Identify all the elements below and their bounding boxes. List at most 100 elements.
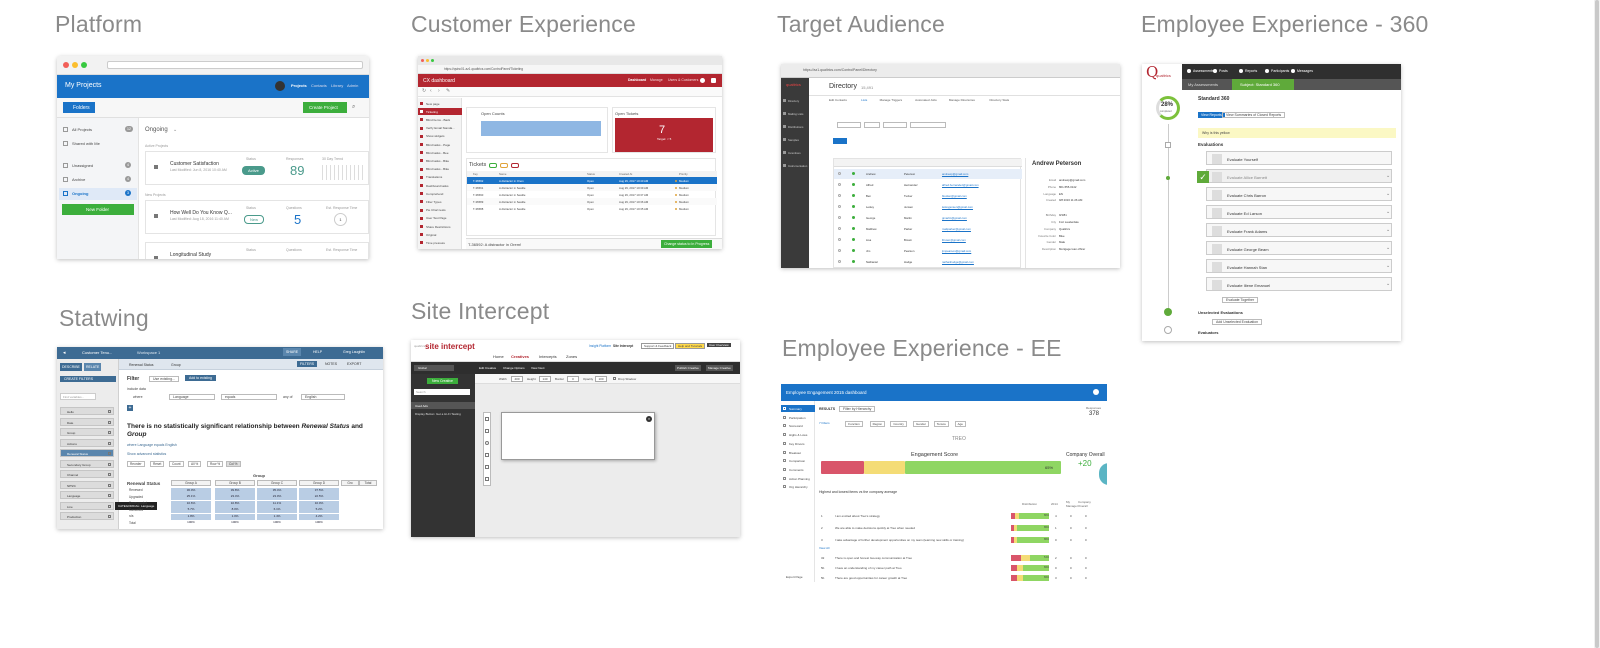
ee-dashboard-screenshot[interactable]: Employee Engagement 2015 dashboard Expor… (781, 384, 1107, 582)
table-cell[interactable]: lesleyjensen@gmail.com (942, 205, 973, 209)
size-input[interactable]: 100 (595, 376, 607, 382)
table-cell[interactable]: gmartin@gmail.com (942, 216, 967, 220)
nav-contacts[interactable]: Contacts (311, 83, 327, 88)
table-row[interactable]: Andrew Peterson andrewp@gmail.com (834, 169, 1022, 179)
table-row[interactable]: T-36590 A distractor in Seattle Open Aug 29… (467, 191, 717, 198)
sidebar-item[interactable]: Samples (781, 135, 809, 145)
table-action-button[interactable]: Count (169, 461, 184, 467)
table-row[interactable]: Lesley Jensen lesleyjensen@gmail.com (834, 202, 1022, 212)
column-header[interactable]: Total (359, 480, 377, 486)
menu-icon[interactable] (108, 515, 111, 518)
sidebar-item-archive[interactable]: Archive 4 (63, 175, 135, 185)
sidebar-item[interactable]: Comparison (781, 457, 815, 464)
tab[interactable]: Automated Jobs (915, 98, 937, 102)
filter-dropdown[interactable]: Function (845, 421, 863, 427)
page-scrollbar[interactable] (1594, 0, 1600, 648)
nav-item[interactable]: Assessments (1193, 69, 1214, 73)
sidebar-item-shared[interactable]: Shared with Me (63, 139, 135, 149)
variable-item[interactable]: NPS% (60, 480, 114, 489)
sidebar-item[interactable]: Action Planning (781, 475, 815, 482)
menu-icon[interactable] (108, 483, 111, 487)
avatar[interactable] (275, 81, 285, 91)
dropdown-icon[interactable]: ⌄ (1386, 227, 1391, 233)
menu-icon[interactable] (108, 410, 111, 413)
filter-chip[interactable] (500, 163, 508, 168)
filter-chip[interactable] (511, 163, 519, 168)
evaluation-item[interactable]: Evaluate Yourself (1206, 151, 1392, 165)
field-select[interactable]: Language (169, 394, 215, 400)
refresh-icon[interactable]: ↻ (422, 88, 427, 94)
evaluation-item[interactable]: Evaluate Frank Adams ⌄ (1206, 223, 1392, 237)
evaluation-item[interactable]: Evaluate George Beam ⌄ (1206, 241, 1392, 255)
create-filters-button[interactable]: CREATE FILTERS (60, 376, 116, 382)
card-title[interactable]: Platform (55, 11, 143, 37)
search-icon[interactable]: ⌕ (352, 104, 356, 110)
export-button[interactable]: EXPORT (347, 362, 362, 366)
list-item[interactable]: Customer Satisfaction Last Modified: Jun… (145, 151, 369, 185)
nav-item[interactable]: Posts (1219, 69, 1228, 73)
dropdown-icon[interactable]: ⌄ (1386, 173, 1391, 179)
table-row[interactable]: 32 There is open and honest two-way commu… (815, 555, 1107, 563)
user-menu[interactable]: Greg Laughlin (343, 350, 365, 354)
card-title[interactable]: Site Intercept (411, 298, 550, 324)
chevron-down-icon[interactable]: ⌄ (173, 127, 178, 133)
change-status-button[interactable]: Change status to In Progress (661, 240, 713, 248)
nav-creatives[interactable]: Creatives (511, 354, 530, 359)
table-row[interactable]: Nathaniel Hodge nathanhodge@gmail.com (834, 257, 1022, 267)
sidebar-item[interactable]: Scorecard (781, 422, 815, 429)
help-button[interactable]: HELP (313, 350, 323, 354)
table-row[interactable]: Alfred Hernandez alfred.hernandez@gmail.co… (834, 180, 1022, 190)
checkbox[interactable] (838, 194, 841, 197)
nav-library[interactable]: Library (331, 83, 344, 88)
image-tool-icon[interactable] (485, 453, 489, 457)
sidebar-item[interactable]: Filter Types (418, 198, 462, 205)
table-row[interactable]: T-36592 A distractor in Orem Open Aug 29, 2… (467, 177, 717, 184)
checkbox[interactable] (838, 238, 841, 241)
table-cell[interactable]: nathanhodge@gmail.com (942, 260, 974, 264)
sidebar-item[interactable]: Show widgets (418, 133, 462, 140)
back-icon[interactable]: ‹ (430, 88, 432, 94)
export-page-link[interactable]: Export Page (786, 575, 803, 579)
filter-chip[interactable] (489, 163, 497, 168)
filters-button[interactable]: FILTERS (297, 361, 318, 367)
column-header[interactable]: Created At (619, 172, 633, 176)
checkbox[interactable] (838, 260, 841, 263)
table-row[interactable]: 3 I take advantage of further development… (815, 537, 1107, 545)
nav-users[interactable]: Users & Customers (668, 78, 699, 82)
address-bar[interactable] (107, 61, 363, 69)
column-header[interactable]: Priority (679, 172, 688, 176)
table-row[interactable]: George Martin gmartin@gmail.com (834, 213, 1022, 223)
dropdown-icon[interactable]: ⌄ (1386, 191, 1391, 197)
checkbox[interactable] (838, 205, 841, 208)
variable-item[interactable]: Channel (60, 470, 114, 478)
nav-home[interactable]: Home (493, 354, 504, 359)
sidebar-item[interactable]: Share Restrictions (418, 223, 462, 230)
sidebar-item[interactable]: Translations (418, 174, 462, 181)
forward-icon[interactable]: › (438, 88, 440, 94)
change-options-tab[interactable]: Change Options (503, 366, 525, 370)
edit-icon[interactable]: ✎ (446, 88, 451, 94)
view-next-tab[interactable]: View Next (531, 366, 545, 370)
sidebar-item[interactable]: Incentives (781, 148, 809, 158)
platform-screenshot[interactable]: My Projects Projects Contacts Library Ad… (57, 56, 369, 259)
sidebar-item[interactable]: Dashboard tasks (418, 182, 462, 189)
sidebar-item[interactable]: Pie Chart tests (418, 207, 462, 214)
column-header[interactable]: Group C (257, 480, 297, 486)
tab[interactable]: Lists (861, 98, 868, 102)
tab[interactable]: Edit Contacts (829, 98, 847, 102)
sidebar-item-all-projects[interactable]: All Projects 12 (63, 125, 135, 135)
create-project-button[interactable]: Create Project (303, 102, 347, 113)
cx-screenshot[interactable]: https://qsinc01.az1.qualtrics.com/Contro… (418, 56, 722, 249)
column-header[interactable]: Status (587, 172, 595, 176)
select-tool-icon[interactable] (485, 417, 489, 421)
table-cell[interactable]: btucker@gmail.com (942, 194, 967, 198)
table-row[interactable]: Ben Tucker btucker@gmail.com (834, 191, 1022, 201)
text-tool-icon[interactable] (485, 429, 489, 433)
ta-screenshot[interactable]: https://az1.qualtrics.com/ControlPanel/D… (781, 64, 1120, 268)
nav-item[interactable]: Reports (1245, 69, 1258, 73)
table-row[interactable]: 5b There are good opportunities for caree… (815, 575, 1107, 582)
checkbox[interactable] (838, 227, 841, 230)
tab[interactable]: Directory Stats (989, 98, 1010, 102)
evaluation-item[interactable]: Evaluate Hannah Stan ⌄ (1206, 259, 1392, 273)
tab-subject[interactable]: Subject: Standard 360 (1232, 79, 1294, 90)
